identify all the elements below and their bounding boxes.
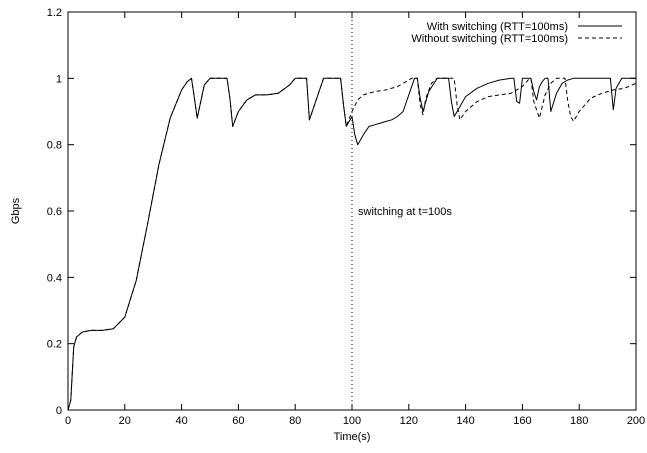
y-tick-label: 0.6 — [47, 206, 62, 218]
x-tick-label: 20 — [119, 415, 131, 427]
x-tick-label: 40 — [175, 415, 187, 427]
x-tick-label: 100 — [343, 415, 361, 427]
series-line-without-switching — [67, 77, 637, 411]
y-tick-label: 0.2 — [47, 339, 62, 351]
y-tick-label: 1 — [56, 73, 62, 85]
x-tick-label: 200 — [627, 415, 645, 427]
switching-annotation: switching at t=100s — [358, 206, 452, 218]
axis-ticks: 0 20 40 60 80 100 120 140 160 180 200 0 0.2 0.4 0.6 0.8… — [47, 7, 645, 427]
x-tick-label: 0 — [65, 415, 71, 427]
y-tick-label: 0.8 — [47, 140, 62, 152]
x-tick-label: 120 — [400, 415, 418, 427]
y-tick-label: 0.4 — [47, 272, 62, 284]
x-tick-label: 140 — [456, 415, 474, 427]
x-tick-label: 60 — [232, 415, 244, 427]
series-lines — [67, 77, 637, 411]
x-tick-label: 180 — [570, 415, 588, 427]
x-tick-label: 80 — [289, 415, 301, 427]
series-line-with-switching — [67, 77, 636, 411]
plot-frame — [67, 11, 637, 411]
x-axis-label: Time(s) — [334, 431, 371, 443]
legend: With switching (RTT=100ms) Without switc… — [411, 21, 622, 45]
switching-marker: switching at t=100s — [351, 12, 452, 410]
y-tick-label: 0 — [56, 405, 62, 417]
y-axis-label: Gbps — [10, 197, 22, 224]
x-tick-label: 160 — [513, 415, 531, 427]
y-tick-label: 1.2 — [47, 7, 62, 19]
legend-label-without-switching: Without switching (RTT=100ms) — [411, 33, 568, 45]
legend-label-with-switching: With switching (RTT=100ms) — [427, 21, 568, 33]
